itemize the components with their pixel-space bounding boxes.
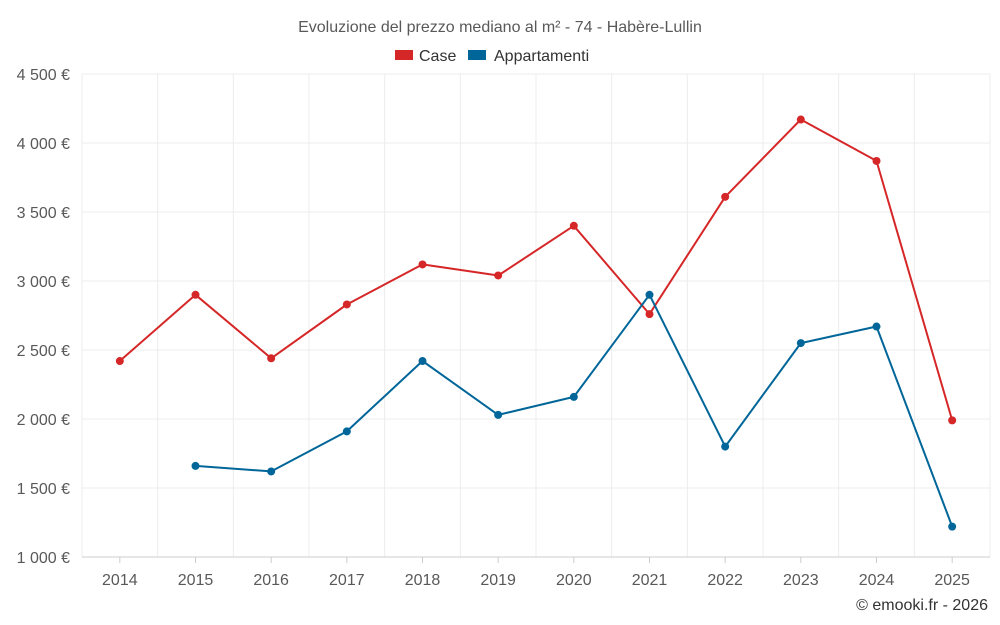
x-tick-label: 2025 — [934, 572, 970, 589]
y-tick-label: 4 500 € — [17, 67, 70, 84]
data-point-appartamenti[interactable] — [796, 339, 805, 348]
data-point-case[interactable] — [191, 290, 200, 299]
data-point-appartamenti[interactable] — [948, 522, 957, 531]
x-axis-ticks: 2014 2015 2016 2017 2018 2019 2020 2021 2022 2023… — [102, 557, 970, 589]
y-tick-label: 1 500 € — [17, 481, 70, 498]
y-axis-ticks: 1 000 € 1 500 € 2 000 € 2 500 € 3 000 € 3 500… — [17, 67, 70, 567]
data-point-case[interactable] — [721, 192, 730, 201]
data-point-appartamenti[interactable] — [191, 461, 200, 470]
chart-title: Evoluzione del prezzo mediano al m² - 74… — [298, 19, 702, 36]
series-group — [115, 115, 957, 531]
data-point-case[interactable] — [267, 354, 276, 363]
data-point-case[interactable] — [342, 300, 351, 309]
y-tick-label: 2 000 € — [17, 412, 70, 429]
legend-item-appartamenti[interactable]: Appartamenti — [468, 48, 589, 65]
data-point-case[interactable] — [872, 156, 881, 165]
x-tick-label: 2024 — [859, 572, 895, 589]
data-point-case[interactable] — [569, 221, 578, 230]
data-point-appartamenti[interactable] — [418, 357, 427, 366]
data-point-appartamenti[interactable] — [267, 467, 276, 476]
data-point-appartamenti[interactable] — [342, 427, 351, 436]
y-tick-label: 1 000 € — [17, 550, 70, 567]
data-point-appartamenti[interactable] — [645, 290, 654, 299]
data-point-case[interactable] — [115, 357, 124, 366]
x-tick-label: 2019 — [480, 572, 516, 589]
data-point-appartamenti[interactable] — [494, 410, 503, 419]
legend-swatch-appartamenti — [468, 50, 486, 60]
x-tick-label: 2016 — [253, 572, 289, 589]
x-tick-label: 2023 — [783, 572, 819, 589]
data-point-appartamenti[interactable] — [872, 322, 881, 331]
x-tick-label: 2015 — [178, 572, 214, 589]
data-point-case[interactable] — [645, 310, 654, 319]
y-tick-label: 3 000 € — [17, 274, 70, 291]
series-line-case — [119, 118, 954, 421]
x-tick-label: 2022 — [707, 572, 743, 589]
data-point-case[interactable] — [494, 271, 503, 280]
data-point-case[interactable] — [418, 260, 427, 269]
data-point-appartamenti[interactable] — [569, 392, 578, 401]
data-point-appartamenti[interactable] — [721, 442, 730, 451]
y-tick-label: 3 500 € — [17, 205, 70, 222]
legend-label-case: Case — [419, 48, 456, 65]
x-tick-label: 2014 — [102, 572, 138, 589]
legend-label-appartamenti: Appartamenti — [494, 48, 589, 65]
x-tick-label: 2018 — [405, 572, 441, 589]
legend-swatch-case — [395, 50, 413, 60]
credit-text: © emooki.fr - 2026 — [856, 597, 988, 614]
data-point-case[interactable] — [948, 416, 957, 425]
y-tick-label: 4 000 € — [17, 136, 70, 153]
x-tick-label: 2021 — [632, 572, 668, 589]
legend: Case Appartamenti — [395, 48, 589, 65]
y-tick-label: 2 500 € — [17, 343, 70, 360]
x-tick-label: 2020 — [556, 572, 592, 589]
grid-lines — [81, 73, 991, 557]
legend-item-case[interactable]: Case — [395, 48, 456, 65]
data-point-case[interactable] — [796, 115, 805, 124]
x-tick-label: 2017 — [329, 572, 365, 589]
